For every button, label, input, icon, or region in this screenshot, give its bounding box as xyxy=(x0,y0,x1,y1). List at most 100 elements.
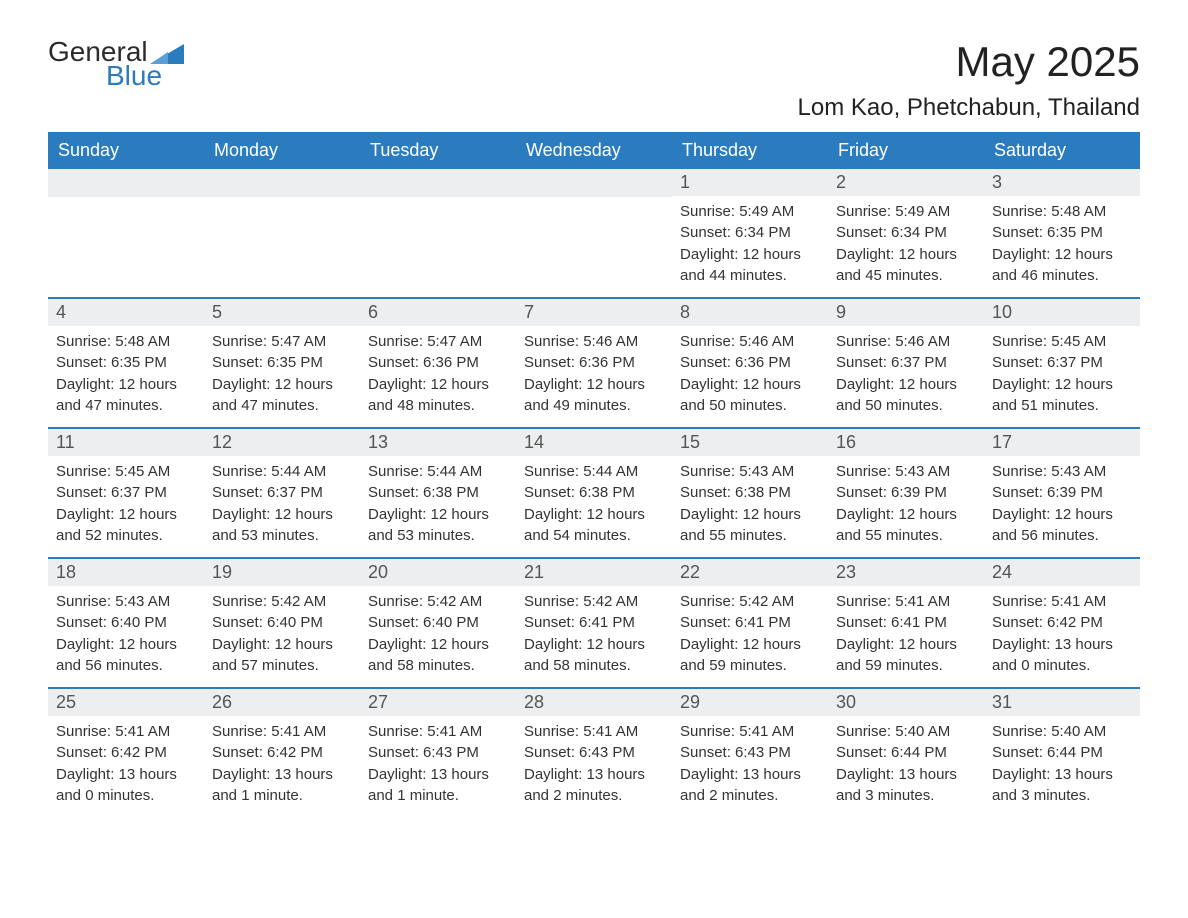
day-line-sunrise: Sunrise: 5:41 AM xyxy=(680,722,820,742)
day-number: 7 xyxy=(516,299,672,326)
day-line-dl1: Daylight: 12 hours xyxy=(212,505,352,525)
day-line-dl2: and 47 minutes. xyxy=(56,396,196,416)
day-line-dl2: and 58 minutes. xyxy=(368,656,508,676)
day-line-dl1: Daylight: 12 hours xyxy=(56,505,196,525)
dow-cell: Saturday xyxy=(984,132,1140,169)
day-line-sunrise: Sunrise: 5:41 AM xyxy=(56,722,196,742)
day-number xyxy=(360,169,516,197)
day-body: Sunrise: 5:41 AMSunset: 6:43 PMDaylight:… xyxy=(360,716,516,817)
day-cell: 14 Sunrise: 5:44 AMSunset: 6:38 PMDayligh… xyxy=(516,429,672,557)
day-body: Sunrise: 5:41 AMSunset: 6:42 PMDaylight:… xyxy=(984,586,1140,687)
dow-cell: Wednesday xyxy=(516,132,672,169)
day-number: 15 xyxy=(672,429,828,456)
day-line-sunrise: Sunrise: 5:43 AM xyxy=(836,462,976,482)
day-line-dl1: Daylight: 12 hours xyxy=(836,245,976,265)
day-number: 2 xyxy=(828,169,984,196)
day-line-dl1: Daylight: 12 hours xyxy=(680,635,820,655)
day-number xyxy=(48,169,204,197)
day-body: Sunrise: 5:42 AMSunset: 6:40 PMDaylight:… xyxy=(360,586,516,687)
day-line-sunset: Sunset: 6:39 PM xyxy=(992,483,1132,503)
day-number: 27 xyxy=(360,689,516,716)
day-cell: 16Sunrise: 5:43 AMSunset: 6:39 PMDayligh… xyxy=(828,429,984,557)
day-cell xyxy=(48,169,204,297)
day-line-sunrise: Sunrise: 5:40 AM xyxy=(992,722,1132,742)
day-number: 28 xyxy=(516,689,672,716)
day-line-sunrise: Sunrise: 5:45 AM xyxy=(992,332,1132,352)
day-number: 14 xyxy=(516,429,672,456)
day-line-dl2: and 44 minutes. xyxy=(680,266,820,286)
day-line-dl1: Daylight: 12 hours xyxy=(56,375,196,395)
day-of-week-header: SundayMondayTuesdayWednesdayThursdayFrid… xyxy=(48,132,1140,169)
week-row: 18Sunrise: 5:43 AMSunset: 6:40 PMDayligh… xyxy=(48,557,1140,687)
day-cell: 4Sunrise: 5:48 AMSunset: 6:35 PMDaylight… xyxy=(48,299,204,427)
day-number: 24 xyxy=(984,559,1140,586)
day-line-dl2: and 52 minutes. xyxy=(56,526,196,546)
day-body: Sunrise: 5:49 AMSunset: 6:34 PMDaylight:… xyxy=(672,196,828,297)
day-line-dl2: and 53 minutes. xyxy=(212,526,352,546)
day-line-sunrise: Sunrise: 5:42 AM xyxy=(368,592,508,612)
day-number: 16 xyxy=(828,429,984,456)
calendar: SundayMondayTuesdayWednesdayThursdayFrid… xyxy=(48,132,1140,817)
day-line-dl1: Daylight: 12 hours xyxy=(680,375,820,395)
day-line-sunset: Sunset: 6:40 PM xyxy=(212,613,352,633)
day-line-dl1: Daylight: 12 hours xyxy=(992,505,1132,525)
day-number: 8 xyxy=(672,299,828,326)
week-row: 1Sunrise: 5:49 AMSunset: 6:34 PMDaylight… xyxy=(48,169,1140,297)
day-body: Sunrise: 5:41 AMSunset: 6:42 PMDaylight:… xyxy=(48,716,204,817)
day-line-dl1: Daylight: 12 hours xyxy=(524,505,664,525)
day-number: 17 xyxy=(984,429,1140,456)
weeks-container: 1Sunrise: 5:49 AMSunset: 6:34 PMDaylight… xyxy=(48,169,1140,817)
day-line-dl2: and 47 minutes. xyxy=(212,396,352,416)
day-cell xyxy=(360,169,516,297)
day-line-dl2: and 59 minutes. xyxy=(836,656,976,676)
day-line-dl1: Daylight: 13 hours xyxy=(524,765,664,785)
day-line-sunrise: Sunrise: 5:41 AM xyxy=(368,722,508,742)
day-line-dl2: and 58 minutes. xyxy=(524,656,664,676)
day-cell: 24Sunrise: 5:41 AMSunset: 6:42 PMDayligh… xyxy=(984,559,1140,687)
title-block: May 2025 Lom Kao, Phetchabun, Thailand xyxy=(798,38,1140,122)
day-line-sunrise: Sunrise: 5:41 AM xyxy=(992,592,1132,612)
day-line-dl2: and 3 minutes. xyxy=(992,786,1132,806)
day-cell: 26Sunrise: 5:41 AMSunset: 6:42 PMDayligh… xyxy=(204,689,360,817)
day-cell: 27Sunrise: 5:41 AMSunset: 6:43 PMDayligh… xyxy=(360,689,516,817)
day-cell: 30Sunrise: 5:40 AMSunset: 6:44 PMDayligh… xyxy=(828,689,984,817)
day-line-sunset: Sunset: 6:38 PM xyxy=(368,483,508,503)
day-cell: 19Sunrise: 5:42 AMSunset: 6:40 PMDayligh… xyxy=(204,559,360,687)
day-body: Sunrise: 5:42 AMSunset: 6:40 PMDaylight:… xyxy=(204,586,360,687)
location-subtitle: Lom Kao, Phetchabun, Thailand xyxy=(798,94,1140,122)
day-number: 19 xyxy=(204,559,360,586)
day-line-sunset: Sunset: 6:43 PM xyxy=(368,743,508,763)
day-line-dl1: Daylight: 12 hours xyxy=(368,375,508,395)
day-line-dl2: and 45 minutes. xyxy=(836,266,976,286)
day-line-sunrise: Sunrise: 5:40 AM xyxy=(836,722,976,742)
day-cell: 28Sunrise: 5:41 AMSunset: 6:43 PMDayligh… xyxy=(516,689,672,817)
day-body: Sunrise: 5:45 AMSunset: 6:37 PMDaylight:… xyxy=(48,456,204,557)
day-cell: 20Sunrise: 5:42 AMSunset: 6:40 PMDayligh… xyxy=(360,559,516,687)
day-cell xyxy=(204,169,360,297)
day-line-dl1: Daylight: 12 hours xyxy=(212,635,352,655)
day-line-sunset: Sunset: 6:34 PM xyxy=(680,223,820,243)
day-line-sunset: Sunset: 6:41 PM xyxy=(836,613,976,633)
week-row: 4Sunrise: 5:48 AMSunset: 6:35 PMDaylight… xyxy=(48,297,1140,427)
day-number: 25 xyxy=(48,689,204,716)
day-cell: 12Sunrise: 5:44 AMSunset: 6:37 PMDayligh… xyxy=(204,429,360,557)
day-number: 11 xyxy=(48,429,204,456)
day-line-sunset: Sunset: 6:41 PM xyxy=(524,613,664,633)
day-cell: 6Sunrise: 5:47 AMSunset: 6:36 PMDaylight… xyxy=(360,299,516,427)
day-number: 10 xyxy=(984,299,1140,326)
day-line-dl2: and 1 minute. xyxy=(368,786,508,806)
day-line-dl2: and 59 minutes. xyxy=(680,656,820,676)
day-number: 12 xyxy=(204,429,360,456)
day-number: 29 xyxy=(672,689,828,716)
day-line-sunset: Sunset: 6:38 PM xyxy=(524,483,664,503)
day-line-sunset: Sunset: 6:36 PM xyxy=(368,353,508,373)
day-line-dl2: and 51 minutes. xyxy=(992,396,1132,416)
day-line-dl1: Daylight: 13 hours xyxy=(992,765,1132,785)
day-line-sunrise: Sunrise: 5:44 AM xyxy=(524,462,664,482)
day-body: Sunrise: 5:47 AMSunset: 6:35 PMDaylight:… xyxy=(204,326,360,427)
day-body: Sunrise: 5:46 AMSunset: 6:37 PMDaylight:… xyxy=(828,326,984,427)
day-body: Sunrise: 5:41 AMSunset: 6:43 PMDaylight:… xyxy=(672,716,828,817)
day-body: Sunrise: 5:40 AMSunset: 6:44 PMDaylight:… xyxy=(828,716,984,817)
day-body: Sunrise: 5:46 AMSunset: 6:36 PMDaylight:… xyxy=(672,326,828,427)
dow-cell: Thursday xyxy=(672,132,828,169)
